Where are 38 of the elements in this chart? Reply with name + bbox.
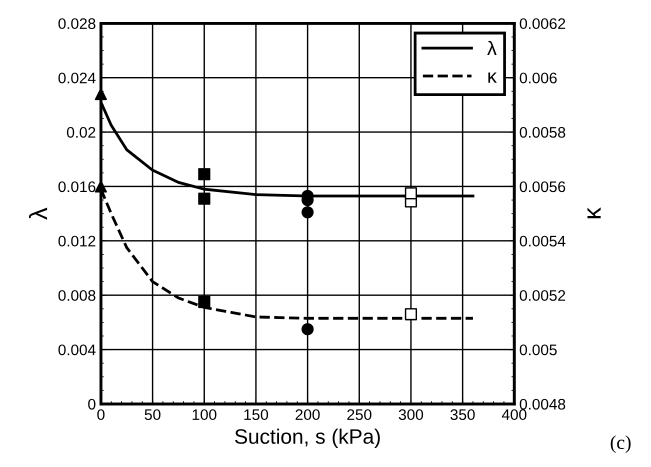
y2-tick-label: 0.006 [520, 72, 557, 84]
point [198, 296, 210, 308]
x-tick-label: 100 [192, 409, 216, 420]
x-tick-label: 200 [296, 409, 320, 420]
y2-tick-label: 0.0056 [520, 181, 566, 192]
x-tick-label: 400 [502, 409, 526, 420]
x-tick-label: 150 [244, 409, 268, 420]
x-tick-label: 350 [450, 409, 475, 420]
y-tick-label: 0.008 [58, 290, 96, 301]
x-axis-title: Suction, s (kPa) [235, 428, 380, 448]
x-tick-label: 250 [347, 409, 372, 420]
legend-label: κ [488, 72, 497, 83]
text: (c) [610, 435, 631, 453]
y2-tick-label: 0.0054 [520, 236, 566, 247]
y-tick-label: 0.024 [58, 72, 96, 84]
point [302, 206, 314, 218]
y-tick-label: 0.004 [58, 344, 96, 356]
point [404, 187, 418, 200]
y-tick-label: 0.028 [58, 18, 96, 30]
y2-tick-label: 0.0058 [520, 126, 566, 138]
y2-tick-label: 0.005 [520, 344, 557, 356]
point [198, 168, 210, 180]
y2-tick-label: 0.0048 [520, 398, 566, 410]
point [198, 192, 210, 205]
x-tick-label: 0 [97, 409, 105, 420]
x-tick-label: 50 [144, 409, 160, 420]
point [302, 323, 314, 336]
y-tick-label: 0.016 [58, 181, 96, 192]
legend-label: λ [487, 40, 497, 55]
y2-axis-title: κ [587, 207, 601, 218]
x-tick-label: 300 [398, 409, 424, 420]
y-tick-label: 0.012 [58, 236, 96, 247]
y-tick-label: 0 [88, 398, 96, 410]
y2-tick-label: 0.0052 [520, 290, 566, 301]
y-axis-title: λ [28, 208, 48, 220]
y-tick-label: 0.02 [66, 126, 96, 138]
point [404, 308, 418, 320]
y2-tick-label: 0.0062 [520, 18, 566, 30]
